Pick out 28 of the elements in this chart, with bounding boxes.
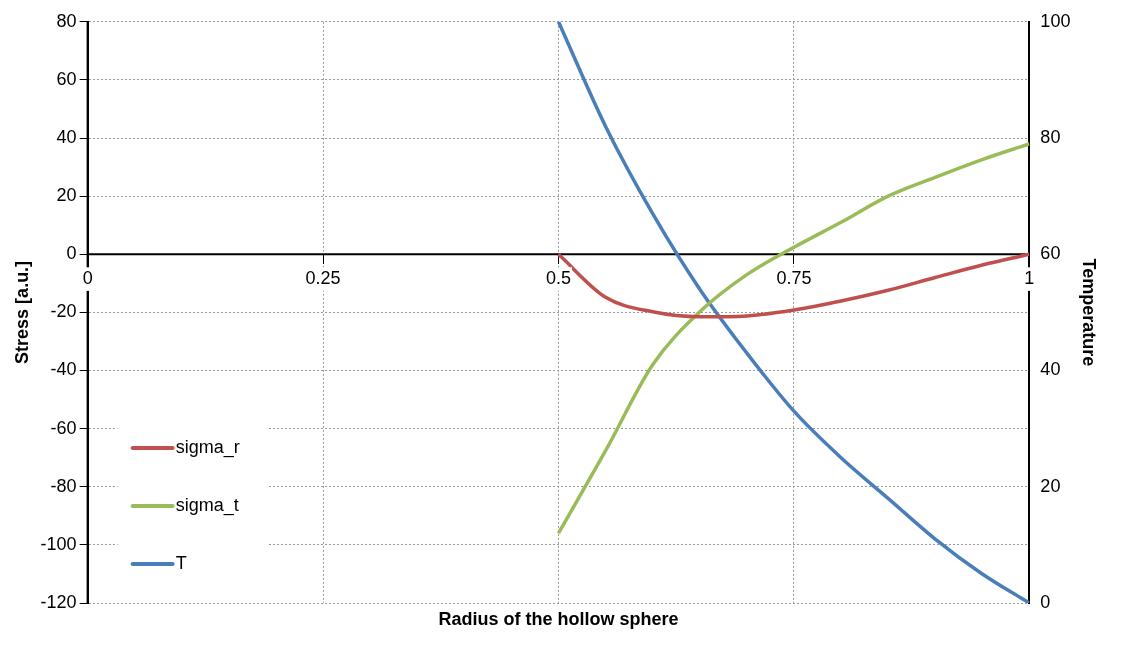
x-tick-label: 0.5 [545, 268, 572, 289]
y-tick-label: 40 [56, 127, 77, 148]
y-tick-label: -100 [40, 533, 77, 554]
y-tick-label: -60 [50, 417, 77, 438]
x-tick-label: 1 [1024, 268, 1035, 289]
y2-tick-label: 0 [1040, 591, 1051, 612]
y2-tick-label: 80 [1040, 127, 1061, 148]
x-tick-label: 0.25 [305, 268, 341, 289]
x-tick-label: 0.75 [776, 268, 812, 289]
y2-tick-label: 40 [1040, 359, 1061, 380]
legend-label: T [175, 552, 187, 573]
y-tick-label: 60 [56, 68, 77, 89]
y2-tick-label: 60 [1040, 243, 1061, 264]
y-tick-label: -20 [50, 301, 77, 322]
y2-axis-title: Temperature [1079, 258, 1100, 367]
x-tick-label: 0 [82, 268, 93, 289]
y-tick-label: 20 [56, 185, 77, 206]
legend-label: sigma_t [175, 494, 239, 516]
y2-tick-label: 20 [1040, 475, 1061, 496]
y2-tick-label: 100 [1040, 10, 1071, 31]
y-tick-label: -120 [40, 591, 77, 612]
y-axis-title: Stress [a.u.] [11, 260, 32, 364]
legend-label: sigma_r [175, 436, 240, 458]
y-tick-label: -80 [50, 475, 77, 496]
y-tick-label: 0 [66, 243, 77, 264]
x-axis-title: Radius of the hollow sphere [438, 608, 679, 629]
y-tick-label: 80 [56, 10, 77, 31]
y-tick-label: -40 [50, 359, 77, 380]
